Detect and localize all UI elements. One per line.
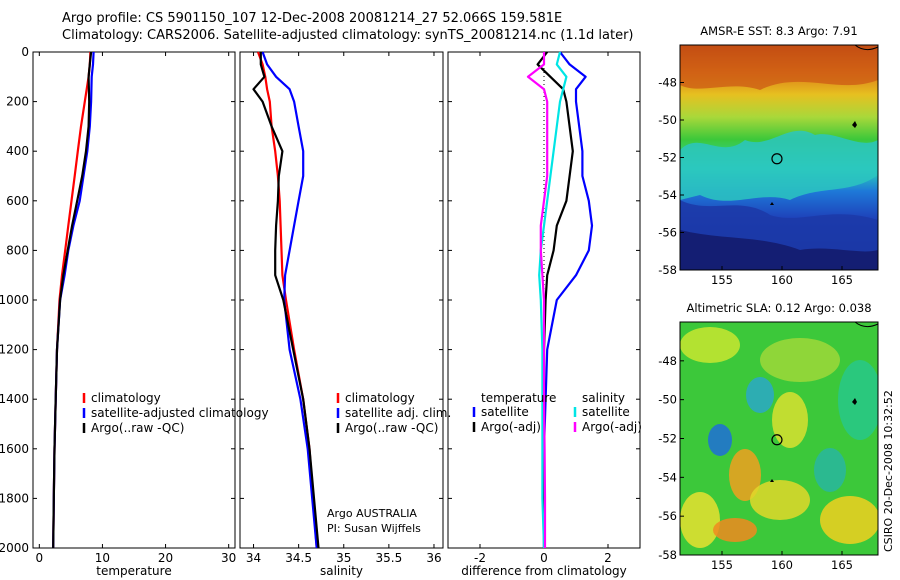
map-x-tick-label: 155 — [711, 558, 733, 572]
legend-header-temperature: temperature — [481, 391, 556, 405]
sst-front-band — [680, 130, 878, 201]
sla-anomaly-blob — [820, 496, 878, 544]
y-tick-label: 600 — [6, 194, 29, 208]
sla-anomaly-blob — [729, 449, 761, 501]
y-tick-label: 200 — [6, 95, 29, 109]
x-tick-label: 2 — [604, 551, 612, 565]
map-title-sst: AMSR-E SST: 8.3 Argo: 7.91 — [700, 24, 857, 38]
sla-anomaly-blob — [680, 492, 720, 548]
x-axis-label: difference from climatology — [461, 564, 627, 578]
x-tick-label: 20 — [158, 551, 173, 565]
legend-entry-climatology: climatology — [345, 391, 415, 405]
map-y-tick-label: -54 — [658, 470, 677, 484]
map-y-tick-label: -58 — [658, 548, 677, 562]
legend-entry-argo: Argo(..raw -QC) — [345, 421, 438, 435]
legend-entry-sal-satellite: satellite — [582, 405, 630, 419]
y-tick-label: 400 — [6, 144, 29, 158]
map-y-tick-label: -54 — [658, 188, 677, 202]
y-tick-label: 2000 — [0, 541, 29, 555]
sst-field — [680, 45, 878, 270]
legend-entry-temp-argo: Argo(-adj) — [481, 420, 541, 434]
y-tick-label: 1200 — [0, 343, 29, 357]
series-line-argo-raw-qc- — [52, 51, 93, 549]
series-line-argo-raw-qc- — [252, 52, 320, 549]
legend-header-salinity: salinity — [582, 391, 625, 405]
sst-warm-water — [680, 45, 878, 90]
header-line2: Climatology: CARS2006. Satellite-adjuste… — [62, 28, 634, 43]
island-outline — [852, 121, 857, 128]
map-x-tick-label: 160 — [771, 558, 793, 572]
y-tick-label: 0 — [21, 45, 29, 59]
series-line-satellite-adj-clim- — [261, 51, 318, 549]
y-tick-label: 1600 — [0, 442, 29, 456]
map-y-tick-label: -56 — [658, 509, 677, 523]
x-tick-label: 35 — [336, 551, 351, 565]
sla-anomaly-blob — [746, 377, 774, 413]
sla-anomaly-blob — [708, 424, 732, 456]
sla-anomaly-blob — [772, 392, 808, 448]
x-tick-label: -2 — [474, 551, 486, 565]
map-x-tick-label: 165 — [831, 273, 853, 287]
x-tick-label: 0 — [540, 551, 548, 565]
sla-anomaly-blob — [760, 338, 840, 382]
map-y-tick-label: -52 — [658, 151, 677, 165]
y-tick-label: 1000 — [0, 293, 29, 307]
map-y-tick-label: -56 — [658, 226, 677, 240]
map-x-tick-label: 160 — [771, 273, 793, 287]
legend-entry-satellite-adjusted: satellite-adjusted climatology — [91, 406, 269, 420]
legend-entry-temp-satellite: satellite — [481, 405, 529, 419]
legend-entry-sal-argo: Argo(-adj) — [582, 420, 642, 434]
series-line-satellite — [542, 51, 594, 548]
x-tick-label: 10 — [95, 551, 110, 565]
map-frame-sla — [679, 321, 879, 556]
x-tick-label: 35.5 — [376, 551, 403, 565]
annotation-argo-australia: Argo AUSTRALIA — [327, 507, 417, 520]
panel-frame-0 — [32, 51, 236, 549]
sst-coldest-water — [680, 230, 878, 270]
map-y-tick-label: -48 — [658, 76, 677, 90]
sla-anomaly-blob — [838, 360, 878, 440]
legend-entry-climatology: climatology — [91, 391, 161, 405]
argo-position-marker — [771, 434, 783, 446]
x-tick-label: 30 — [221, 551, 236, 565]
map-y-tick-label: -58 — [658, 263, 677, 277]
island-outline — [770, 202, 774, 205]
y-tick-label: 800 — [6, 243, 29, 257]
x-axis-label: temperature — [96, 564, 171, 578]
x-tick-label: 0 — [35, 551, 43, 565]
series-line-argo-adj- — [526, 52, 549, 548]
argo-position-marker — [771, 153, 783, 165]
island-outline — [852, 398, 857, 405]
island-outline — [770, 479, 774, 482]
x-tick-label: 34.5 — [285, 551, 312, 565]
map-frame-sst — [679, 44, 879, 271]
map-title-sla: Altimetric SLA: 0.12 Argo: 0.038 — [686, 301, 871, 315]
map-y-tick-label: -50 — [658, 113, 677, 127]
sla-anomaly-blob — [680, 327, 740, 363]
header-line1: Argo profile: CS 5901150_107 12-Dec-2008… — [62, 11, 563, 26]
map-y-tick-label: -52 — [658, 432, 677, 446]
map-y-tick-label: -48 — [658, 354, 677, 368]
sla-anomaly-blob — [713, 518, 757, 542]
legend-entry-satellite-adj-clim: satellite adj. clim. — [345, 406, 451, 420]
series-line-satellite — [538, 51, 568, 549]
map-x-tick-label: 165 — [831, 558, 853, 572]
sla-anomaly-blob — [814, 448, 846, 492]
map-y-tick-label: -50 — [658, 393, 677, 407]
x-tick-label: 36 — [426, 551, 441, 565]
y-tick-label: 1400 — [0, 392, 29, 406]
map-x-tick-label: 155 — [711, 273, 733, 287]
annotation-pi-name: PI: Susan Wijffels — [327, 522, 421, 535]
sla-field — [680, 322, 878, 555]
sla-anomaly-blob — [750, 480, 810, 520]
legend-entry-argo: Argo(..raw -QC) — [91, 421, 184, 435]
x-tick-label: 34 — [246, 551, 261, 565]
y-tick-label: 1800 — [0, 491, 29, 505]
x-axis-label: salinity — [320, 564, 363, 578]
